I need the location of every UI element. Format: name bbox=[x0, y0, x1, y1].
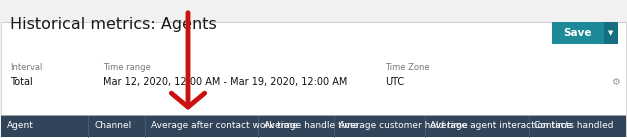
Bar bbox=[1, 22, 626, 138]
Text: Average after contact work time: Average after contact work time bbox=[151, 121, 298, 131]
Bar bbox=[552, 22, 604, 44]
Bar bbox=[1, 115, 626, 137]
Text: Time Zone: Time Zone bbox=[385, 63, 429, 72]
Text: ▼: ▼ bbox=[608, 30, 614, 36]
Text: Channel: Channel bbox=[95, 121, 132, 131]
Text: Average handle time: Average handle time bbox=[264, 121, 359, 131]
Text: Agent: Agent bbox=[7, 121, 34, 131]
Text: Average customer hold time: Average customer hold time bbox=[339, 121, 468, 131]
Text: Average agent interaction time: Average agent interaction time bbox=[430, 121, 572, 131]
Text: Mar 12, 2020, 12:00 AM - Mar 19, 2020, 12:00 AM: Mar 12, 2020, 12:00 AM - Mar 19, 2020, 1… bbox=[103, 77, 347, 87]
Text: Save: Save bbox=[564, 28, 593, 38]
Text: Interval: Interval bbox=[10, 63, 43, 72]
Text: Historical metrics: Agents: Historical metrics: Agents bbox=[10, 17, 217, 31]
Bar bbox=[604, 22, 618, 44]
Text: UTC: UTC bbox=[385, 77, 404, 87]
Text: ⚙: ⚙ bbox=[611, 77, 619, 87]
Text: Time range: Time range bbox=[103, 63, 150, 72]
Text: Total: Total bbox=[10, 77, 33, 87]
Text: Contacts handled: Contacts handled bbox=[534, 121, 613, 131]
